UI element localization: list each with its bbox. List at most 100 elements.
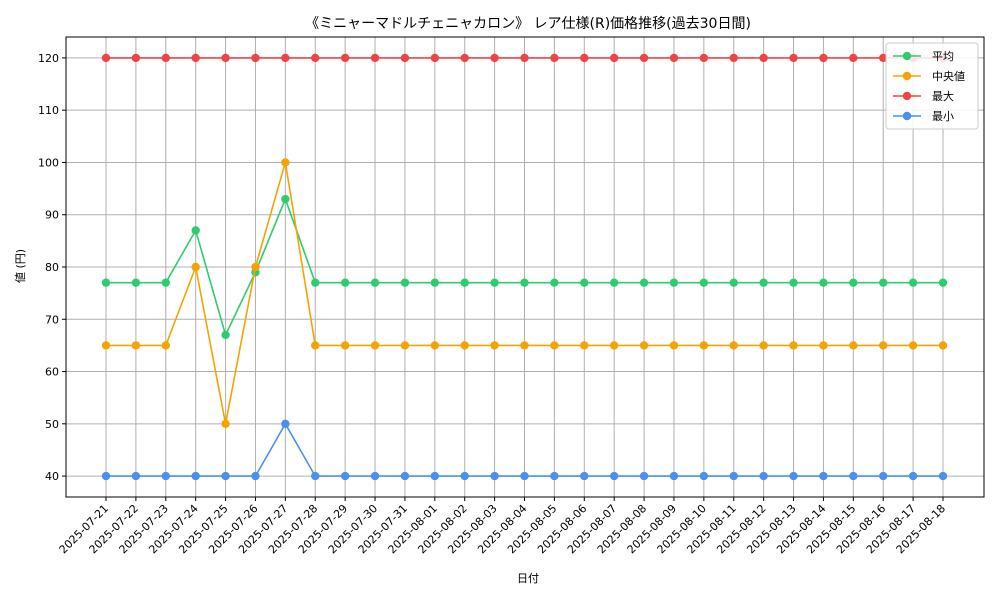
legend-label: 中央値 [932,70,965,83]
data-point [101,341,111,350]
y-tick-label: 50 [45,418,59,431]
data-point [819,278,828,287]
data-point [759,278,768,287]
data-point [639,278,649,287]
y-tick-label: 120 [38,52,59,65]
data-point [550,341,559,350]
data-point [340,278,350,287]
data-point [639,341,649,350]
data-point [908,278,918,287]
series-中央値 [101,158,948,429]
legend-label: 最大 [932,89,954,103]
legend-item: 中央値 [893,70,965,83]
data-point [340,341,350,350]
y-tick-label: 70 [45,313,59,326]
data-point [281,53,290,63]
data-point [520,471,529,481]
data-point [669,341,679,350]
data-point [729,341,738,350]
data-point [400,278,410,287]
data-point [340,471,350,481]
data-point [849,53,858,63]
data-point [879,53,888,63]
y-tick-label: 110 [38,104,59,117]
data-point [520,278,529,287]
data-point [430,471,440,481]
data-point [609,471,619,481]
data-point [819,53,828,63]
data-point [550,278,559,287]
data-point [759,341,768,350]
data-point [580,471,589,481]
data-point [430,341,440,350]
data-point [789,53,798,63]
data-point [400,341,410,350]
data-point [699,471,709,481]
data-point [131,53,141,63]
data-point [849,471,858,481]
data-point [879,341,888,350]
data-point [221,419,230,429]
x-axis-label: 日付 [517,572,539,585]
data-point [430,278,440,287]
data-point [849,341,858,350]
data-point [251,53,260,63]
legend-item: 平均 [893,50,954,63]
data-point [370,53,380,63]
data-point [908,341,918,350]
legend-item: 最大 [893,89,954,103]
grid [66,37,984,497]
y-axis-label: 値 (円) [14,249,27,283]
data-point [370,341,380,350]
data-point [490,341,499,350]
data-point [370,471,380,481]
data-point [161,53,170,63]
series-平均 [101,194,948,340]
legend-box [885,42,979,130]
chart-title: 《ミニャーマドルチェニャカロン》 レア仕様(R)価格推移(過去30日間) [305,16,751,32]
data-point [879,471,888,481]
data-point [311,471,320,481]
data-point [400,471,410,481]
data-point [131,341,141,350]
data-point [101,278,111,287]
data-point [221,53,230,63]
y-tick-label: 80 [45,261,59,274]
series-最小 [101,419,948,481]
data-point [729,278,738,287]
data-point [938,471,948,481]
data-point [639,53,649,63]
data-point [131,278,141,287]
data-point [191,53,200,63]
data-point [908,471,918,481]
y-tick-label: 100 [38,156,59,169]
data-point [311,278,320,287]
data-point [311,341,320,350]
data-point [161,278,170,287]
data-point [191,471,200,481]
x-axis: 2025-07-212025-07-222025-07-232025-07-24… [57,497,948,556]
data-point [580,53,589,63]
series-最大 [101,53,948,63]
legend-marker [902,111,912,121]
data-point [520,341,529,350]
data-point [460,341,469,350]
data-point [789,341,798,350]
data-point [819,471,828,481]
data-point [639,471,649,481]
data-point [759,53,768,63]
data-point [221,330,230,340]
data-point [490,53,499,63]
y-tick-label: 90 [45,209,59,222]
data-point [251,262,260,272]
data-point [669,471,679,481]
data-point [580,341,589,350]
data-point [789,471,798,481]
data-point [699,53,709,63]
data-point [281,194,290,204]
data-point [340,53,350,63]
data-point [281,419,290,429]
y-tick-label: 60 [45,366,59,379]
